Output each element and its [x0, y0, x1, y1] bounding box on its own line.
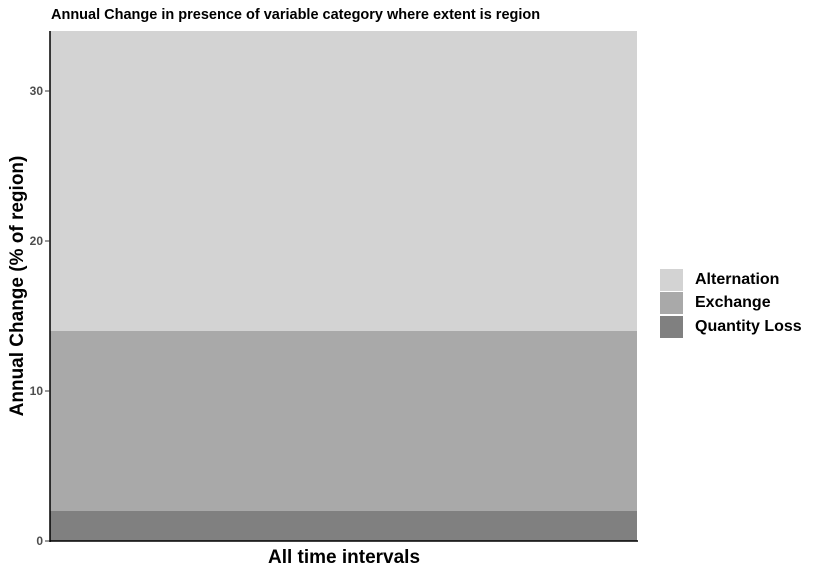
y-axis-ticks: 0 10 20 30 — [30, 84, 50, 548]
y-tick-label: 30 — [30, 84, 44, 98]
bar-segment-exchange — [50, 331, 637, 511]
y-axis-label: Annual Change (% of region) — [7, 155, 28, 417]
legend-swatch-exchange — [660, 292, 683, 315]
legend-item-exchange: Exchange — [660, 292, 802, 316]
legend-label-exchange: Exchange — [695, 294, 771, 312]
legend-swatch-alternation — [660, 268, 683, 291]
bar-stack — [50, 31, 637, 541]
chart-title: Annual Change in presence of variable ca… — [51, 7, 541, 23]
y-tick-label: 0 — [36, 534, 43, 548]
bar-segment-alternation — [50, 31, 637, 331]
legend-label-quantity-loss: Quantity Loss — [695, 317, 802, 335]
legend-item-alternation: Alternation — [660, 268, 802, 292]
legend-swatch-quantity-loss — [660, 315, 683, 338]
legend-item-quantity-loss: Quantity Loss — [660, 315, 802, 339]
legend-label-alternation: Alternation — [695, 270, 780, 288]
y-tick-label: 20 — [30, 234, 44, 248]
bar-segment-quantity-loss — [50, 511, 637, 541]
y-tick-label: 10 — [30, 384, 44, 398]
x-axis-label: All time intervals — [267, 547, 421, 568]
legend: Alternation Exchange Quantity Loss — [660, 268, 802, 339]
